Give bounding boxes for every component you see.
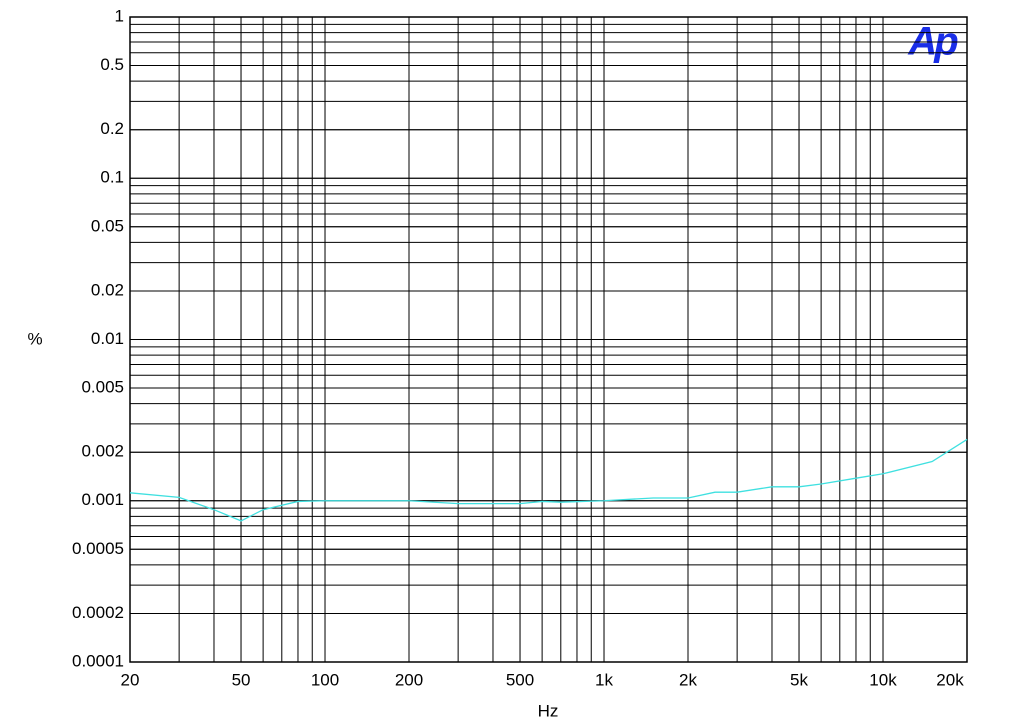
x-tick-label: 500: [506, 670, 534, 689]
y-tick-label: 0.005: [81, 378, 124, 397]
y-axis-label: %: [27, 329, 42, 348]
x-tick-label: 2k: [679, 670, 697, 689]
y-tick-label: 0.0002: [72, 603, 124, 622]
x-axis-label: Hz: [538, 701, 559, 720]
y-tick-label: 0.01: [91, 329, 124, 348]
y-tick-label: 0.02: [91, 280, 124, 299]
x-tick-label: 10k: [869, 670, 897, 689]
y-tick-label: 0.001: [81, 490, 124, 509]
data-line: [129, 438, 968, 522]
y-tick-label: 0.5: [100, 55, 124, 74]
y-tick-label: 0.2: [100, 119, 124, 138]
y-tick-label: 0.002: [81, 442, 124, 461]
x-tick-label: 20k: [936, 670, 964, 689]
y-tick-label: 0.0001: [72, 651, 124, 670]
x-tick-label: 20: [121, 670, 140, 689]
y-tick-label: 0.1: [100, 168, 124, 187]
y-tick-label: 1: [115, 6, 124, 25]
x-tick-label: 200: [395, 670, 423, 689]
x-tick-label: 1k: [595, 670, 613, 689]
x-tick-label: 50: [232, 670, 251, 689]
y-tick-label: 0.0005: [72, 539, 124, 558]
x-tick-label: 100: [311, 670, 339, 689]
y-tick-label: 0.05: [91, 216, 124, 235]
x-tick-label: 5k: [790, 670, 808, 689]
plot-frame: [129, 16, 968, 663]
